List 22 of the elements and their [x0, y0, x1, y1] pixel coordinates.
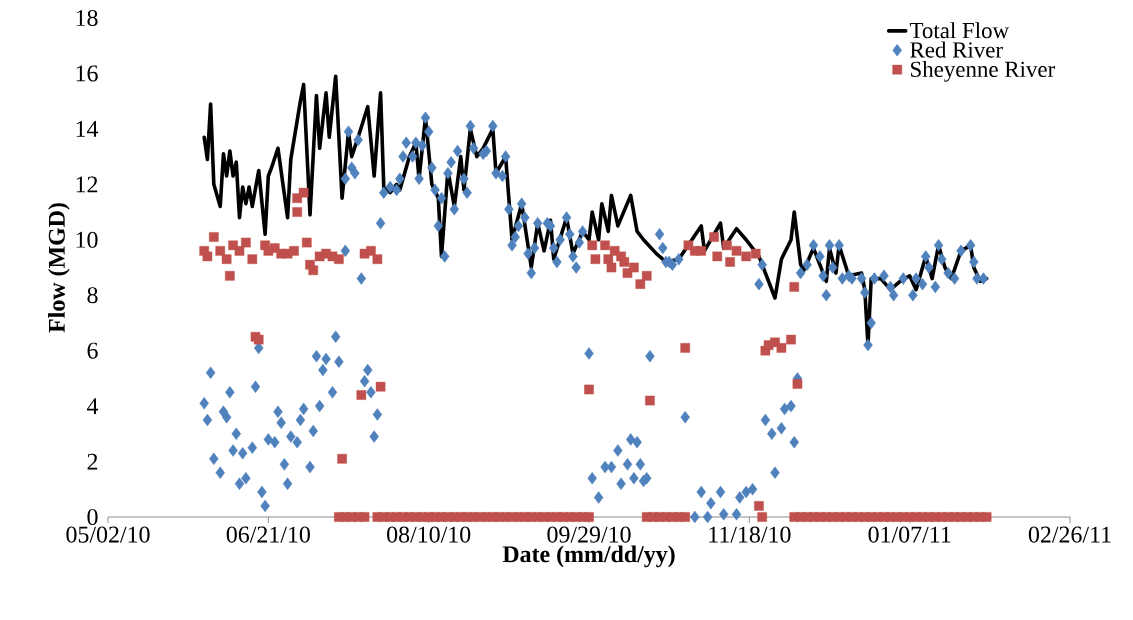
legend-label: Red River [910, 41, 1003, 58]
y-tick-label: 10 [76, 231, 98, 248]
y-tick-label: 16 [76, 65, 98, 82]
y-tick-label: 2 [87, 453, 98, 470]
legend-label: Sheyenne River [911, 60, 1056, 82]
y-tick-label: 8 [87, 287, 98, 304]
x-tick-label: 08/10/10 [387, 526, 471, 543]
y-axis-title: Flow (MGD) [48, 203, 70, 333]
y-tick-label: 12 [76, 176, 98, 193]
y-tick-label: 18 [76, 9, 98, 27]
x-axis-title: Date (mm/dd/yy) [502, 545, 675, 568]
x-tick-label: 06/21/10 [226, 526, 310, 543]
y-tick-label: 0 [87, 508, 98, 526]
y-tick-label: 14 [76, 121, 99, 137]
y-tick-label: 6 [87, 342, 98, 359]
x-tick-label: 01/07/11 [868, 526, 951, 543]
x-tick-label: 11/18/10 [709, 526, 791, 543]
y-tick-label: 4 [86, 398, 99, 414]
x-tick-label: 05/02/10 [66, 526, 150, 543]
legend-label: Total Flow [909, 22, 1010, 39]
x-tick-label: 02/26/11 [1028, 526, 1111, 543]
x-tick-label: 09/29/10 [547, 526, 631, 543]
